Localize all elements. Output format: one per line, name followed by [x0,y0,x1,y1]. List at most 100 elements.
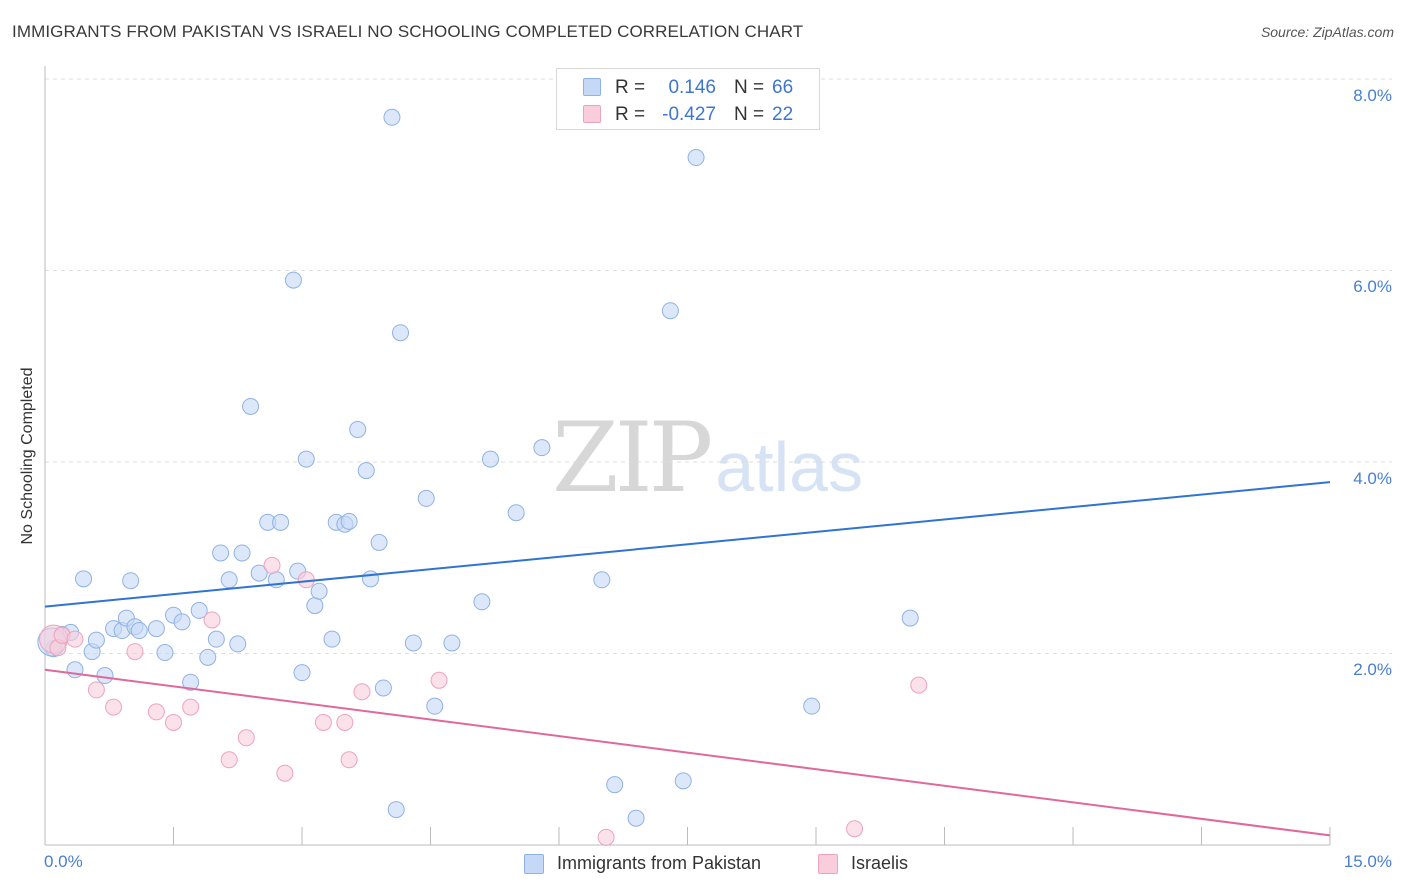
pakistan-point [147,620,165,638]
pakistan-point [349,420,367,438]
israelis-point [910,676,928,694]
israelis-point [314,713,332,731]
legend-row-israelis: R = -0.427 N = 22 [557,100,819,128]
chart-title: IMMIGRANTS FROM PAKISTAN VS ISRAELI NO S… [12,22,804,41]
pakistan-point [212,544,230,562]
israelis-point [263,556,281,574]
legend-n-value: 66 [772,77,794,98]
pakistan-point [156,644,174,662]
legend-swatch-blue [524,854,544,874]
israelis-point [336,713,354,731]
pakistan-point [173,613,191,631]
pakistan-point [182,673,200,691]
pakistan-point [362,570,380,588]
pakistan-point [481,450,499,468]
pakistan-point [122,572,140,590]
legend-r-label: R = [615,104,646,125]
israelis-point [182,698,200,716]
israelis-point [353,683,371,701]
y-tick-label-6: 6.0% [1353,277,1392,296]
pakistan-point [606,776,624,794]
pakistan-point [674,772,692,790]
pakistan-point [404,634,422,652]
pakistan-point [533,439,551,457]
pakistan-point [306,597,324,615]
pakistan-point [272,513,290,531]
israelis-point [203,611,221,629]
correlation-legend: R = 0.146 N = 66 R = -0.427 N = 22 [556,68,820,130]
x-tick-label-max: 15.0% [1343,852,1392,871]
pakistan-trend-line [44,481,1331,608]
israelis-point [276,764,294,782]
israelis-point [105,698,123,716]
pakistan-point [207,630,225,648]
pakistan-point [310,582,328,600]
israelis-point [430,671,448,689]
pakistan-point [803,697,821,715]
pakistan-point [392,324,410,342]
israelis-point [597,828,615,846]
pakistan-point [242,397,260,415]
pakistan-point [297,450,315,468]
legend-r-label: R = [615,77,646,98]
legend-n-label: N = [734,77,765,98]
y-tick-label-2: 2.0% [1353,660,1392,679]
pakistan-point [199,648,217,666]
israelis-point [340,751,358,769]
israelis-point [846,820,864,838]
pakistan-point [190,601,208,619]
pakistan-point [627,809,645,827]
x-tick-label-min: 0.0% [44,852,83,871]
pakistan-point [323,630,341,648]
pakistan-point [901,609,919,627]
pakistan-point [443,634,461,652]
legend-n-label: N = [734,104,765,125]
pakistan-point [370,533,388,551]
israelis-point [66,630,84,648]
pakistan-point [293,664,311,682]
y-tick-label-8: 8.0% [1353,86,1392,105]
pakistan-point [593,571,611,589]
legend-swatch-pink [818,854,838,874]
pakistan-point [130,622,148,640]
pakistan-point [383,108,401,126]
pakistan-point [229,635,247,653]
y-tick-label-4: 4.0% [1353,469,1392,488]
pakistan-point [473,593,491,611]
israelis-point [165,713,182,731]
israelis-point [147,703,165,721]
legend-label: Immigrants from Pakistan [557,853,762,873]
pakistan-point [250,564,268,582]
legend-label: Israelis [851,853,909,873]
legend-r-value: 0.146 [668,77,716,98]
pakistan-point [233,544,251,562]
pakistan-point [374,679,392,697]
pakistan-point [220,571,238,589]
israelis-point [87,681,105,699]
legend-row-pakistan: R = 0.146 N = 66 [557,73,819,101]
legend-swatch-pink [583,105,601,123]
pakistan-point [507,504,525,522]
legend-r-value: -0.427 [662,104,716,125]
pakistan-point [66,661,84,679]
israelis-point [237,729,255,747]
pakistan-point [87,631,105,649]
israelis-point [220,751,238,769]
pakistan-point [661,302,679,320]
source-label: Source: ZipAtlas.com [1260,24,1394,40]
israelis-point [126,643,144,661]
pakistan-point [340,512,358,530]
pakistan-point [96,667,114,685]
y-axis-label: No Schooling Completed [19,367,36,545]
pakistan-point [75,570,93,588]
pakistan-point [687,149,705,167]
legend-n-value: 22 [772,104,794,125]
legend-swatch-blue [583,78,601,96]
pakistan-point [387,801,405,819]
israelis-trend-line [44,668,1331,837]
pakistan-point [426,697,444,715]
pakistan-point [417,489,435,507]
pakistan-point [284,271,302,289]
pakistan-point [357,462,375,480]
